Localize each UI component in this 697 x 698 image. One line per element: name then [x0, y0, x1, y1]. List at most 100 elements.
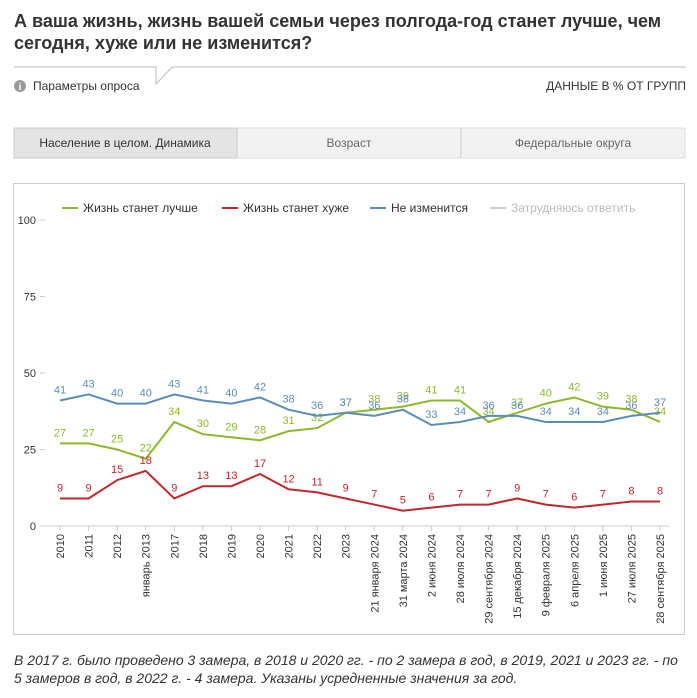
data-label: 34: [568, 406, 580, 418]
footnote: В 2017 г. было проведено 3 замера, в 201…: [14, 652, 678, 686]
x-tick-label: 2023: [341, 534, 353, 558]
legend-label: Не изменится: [391, 201, 468, 215]
x-tick-label: 2020: [255, 534, 267, 558]
data-label: 17: [254, 458, 266, 470]
data-label: 39: [397, 391, 409, 403]
data-label: 27: [54, 427, 66, 439]
data-label: 34: [454, 406, 466, 418]
x-tick-label: 21 января 2024: [369, 534, 381, 613]
data-label: 7: [371, 489, 377, 501]
data-label: 12: [282, 473, 294, 485]
data-label: 25: [111, 434, 123, 446]
data-label: 32: [311, 412, 323, 424]
data-label: 9: [343, 482, 349, 494]
x-tick-label: 1 июня 2025: [598, 534, 610, 597]
x-tick-label: январь 2013: [141, 534, 153, 597]
data-label: 36: [368, 400, 380, 412]
data-label: 43: [82, 378, 94, 390]
data-label: 34: [540, 406, 552, 418]
legend-label: Затрудняюсь ответить: [511, 201, 635, 215]
data-label: 7: [543, 489, 549, 501]
x-tick-label: 2017: [169, 534, 181, 558]
tab[interactable]: Возраст: [327, 136, 372, 150]
data-label: 39: [597, 391, 609, 403]
y-tick-label: 0: [30, 521, 36, 533]
data-label: 15: [111, 464, 123, 476]
data-label: 11: [311, 476, 322, 488]
data-label: 13: [225, 470, 237, 482]
units-label: ДАННЫЕ В % ОТ ГРУПП: [546, 79, 686, 93]
data-label: 41: [197, 385, 209, 397]
x-tick-label: 15 декабря 2024: [512, 534, 524, 619]
x-tick-label: 2 июня 2024: [426, 534, 438, 597]
data-label: 8: [657, 486, 663, 498]
data-label: 22: [140, 443, 152, 455]
data-label: 41: [454, 385, 466, 397]
page-title: А ваша жизнь, жизнь вашей семьи через по…: [14, 11, 662, 53]
x-tick-label: 2021: [284, 534, 296, 558]
legend-label: Жизнь станет лучше: [83, 201, 198, 215]
legend-label: Жизнь станет хуже: [243, 201, 349, 215]
data-label: 7: [457, 489, 463, 501]
x-tick-label: 2018: [198, 534, 210, 558]
data-label: 36: [511, 400, 523, 412]
data-label: 36: [625, 400, 637, 412]
data-label: 37: [654, 397, 666, 409]
data-label: 34: [654, 406, 666, 418]
data-label: 9: [514, 482, 520, 494]
data-label: 36: [482, 400, 494, 412]
info-glyph: i: [19, 82, 22, 93]
data-label: 40: [540, 388, 552, 400]
data-label: 41: [54, 385, 66, 397]
x-tick-label: 29 сентября 2024: [484, 534, 496, 624]
data-label: 38: [625, 394, 637, 406]
data-label: 40: [111, 388, 123, 400]
data-label: 36: [311, 400, 323, 412]
series-line: [60, 396, 661, 460]
data-label: 27: [82, 427, 94, 439]
data-label: 37: [340, 397, 352, 409]
data-label: 42: [568, 381, 580, 393]
data-label: 37: [340, 397, 352, 409]
data-label: 18: [140, 455, 152, 467]
x-tick-label: 27 июля 2025: [626, 534, 638, 603]
data-label: 43: [168, 378, 180, 390]
data-label: 34: [597, 406, 609, 418]
data-label: 6: [571, 492, 577, 504]
chart-frame: [13, 183, 685, 635]
data-label: 9: [86, 482, 92, 494]
data-label: 6: [428, 492, 434, 504]
x-tick-label: 28 сентября 2025: [655, 534, 667, 624]
tab[interactable]: Население в целом. Динамика: [39, 136, 211, 150]
data-label: 38: [368, 394, 380, 406]
info-icon[interactable]: [14, 80, 26, 92]
tab[interactable]: Федеральные округа: [515, 136, 632, 150]
data-label: 9: [171, 482, 177, 494]
data-label: 34: [168, 406, 180, 418]
series-line: [60, 469, 660, 512]
x-tick-label: 2012: [112, 534, 124, 558]
data-label: 38: [397, 394, 409, 406]
params-link[interactable]: Параметры опроса: [33, 79, 140, 93]
data-label: 41: [425, 385, 437, 397]
data-label: 7: [600, 489, 606, 501]
data-label: 9: [57, 482, 63, 494]
data-label: 8: [628, 486, 634, 498]
x-tick-label: 9 февраля 2025: [541, 534, 553, 616]
x-tick-label: 2010: [55, 534, 67, 558]
data-label: 29: [225, 421, 237, 433]
y-tick-label: 50: [24, 368, 36, 380]
series-line: [59, 393, 661, 427]
data-label: 5: [400, 495, 406, 507]
divider: [14, 66, 686, 86]
data-label: 38: [282, 394, 294, 406]
data-label: 30: [197, 418, 209, 430]
x-tick-label: 6 апреля 2025: [569, 534, 581, 607]
x-tick-label: 2011: [84, 534, 96, 558]
data-label: 7: [486, 489, 492, 501]
data-label: 28: [254, 424, 266, 436]
data-label: 31: [282, 415, 294, 427]
y-tick-label: 25: [24, 445, 36, 457]
data-label: 40: [140, 388, 152, 400]
